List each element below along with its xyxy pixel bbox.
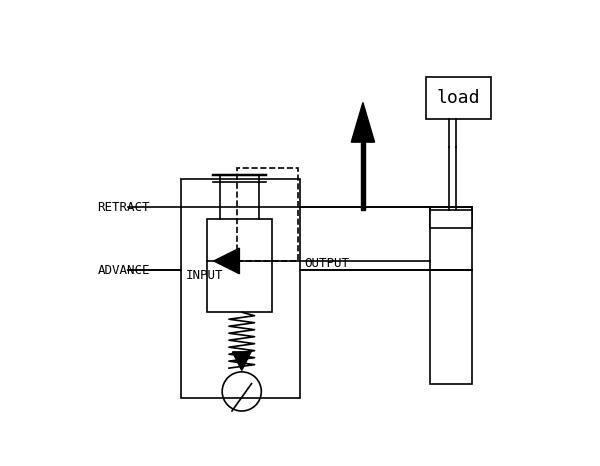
Polygon shape (361, 142, 365, 210)
Bar (181, 179, 300, 398)
Bar (430, 207, 472, 384)
Text: ADVANCE: ADVANCE (97, 264, 150, 277)
Bar (207, 219, 272, 312)
Polygon shape (232, 352, 251, 370)
Text: RETRACT: RETRACT (97, 201, 150, 214)
Text: load: load (437, 89, 480, 107)
Polygon shape (351, 103, 374, 142)
Bar (237, 168, 298, 261)
Text: OUTPUT: OUTPUT (305, 257, 350, 270)
Bar (430, 210, 472, 228)
Bar (426, 77, 491, 119)
Polygon shape (214, 248, 239, 274)
Text: INPUT: INPUT (186, 269, 223, 282)
